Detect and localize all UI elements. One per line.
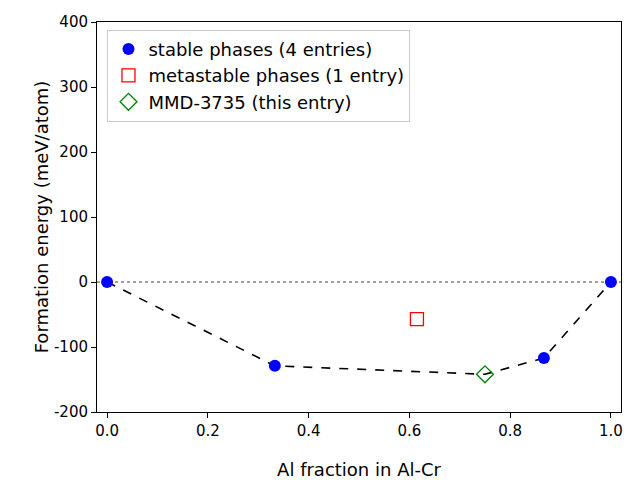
svg-text:0.6: 0.6 bbox=[397, 422, 421, 440]
svg-text:300: 300 bbox=[59, 78, 88, 96]
svg-text:-100: -100 bbox=[54, 338, 88, 356]
svg-text:200: 200 bbox=[59, 143, 88, 161]
svg-text:Al fraction in Al-Cr: Al fraction in Al-Cr bbox=[277, 459, 441, 480]
svg-text:0: 0 bbox=[78, 273, 88, 291]
svg-text:0.0: 0.0 bbox=[95, 422, 119, 440]
svg-text:MMD-3735 (this entry): MMD-3735 (this entry) bbox=[148, 92, 351, 113]
svg-text:100: 100 bbox=[59, 208, 88, 226]
svg-text:-200: -200 bbox=[54, 403, 88, 421]
svg-text:0.4: 0.4 bbox=[297, 422, 321, 440]
svg-text:1.0: 1.0 bbox=[599, 422, 623, 440]
svg-text:400: 400 bbox=[59, 13, 88, 31]
svg-text:metastable phases (1 entry): metastable phases (1 entry) bbox=[148, 65, 404, 86]
svg-text:0.8: 0.8 bbox=[498, 422, 522, 440]
svg-text:0.2: 0.2 bbox=[196, 422, 220, 440]
svg-text:stable phases (4 entries): stable phases (4 entries) bbox=[148, 39, 372, 60]
svg-text:Formation energy (meV/atom): Formation energy (meV/atom) bbox=[31, 81, 52, 354]
